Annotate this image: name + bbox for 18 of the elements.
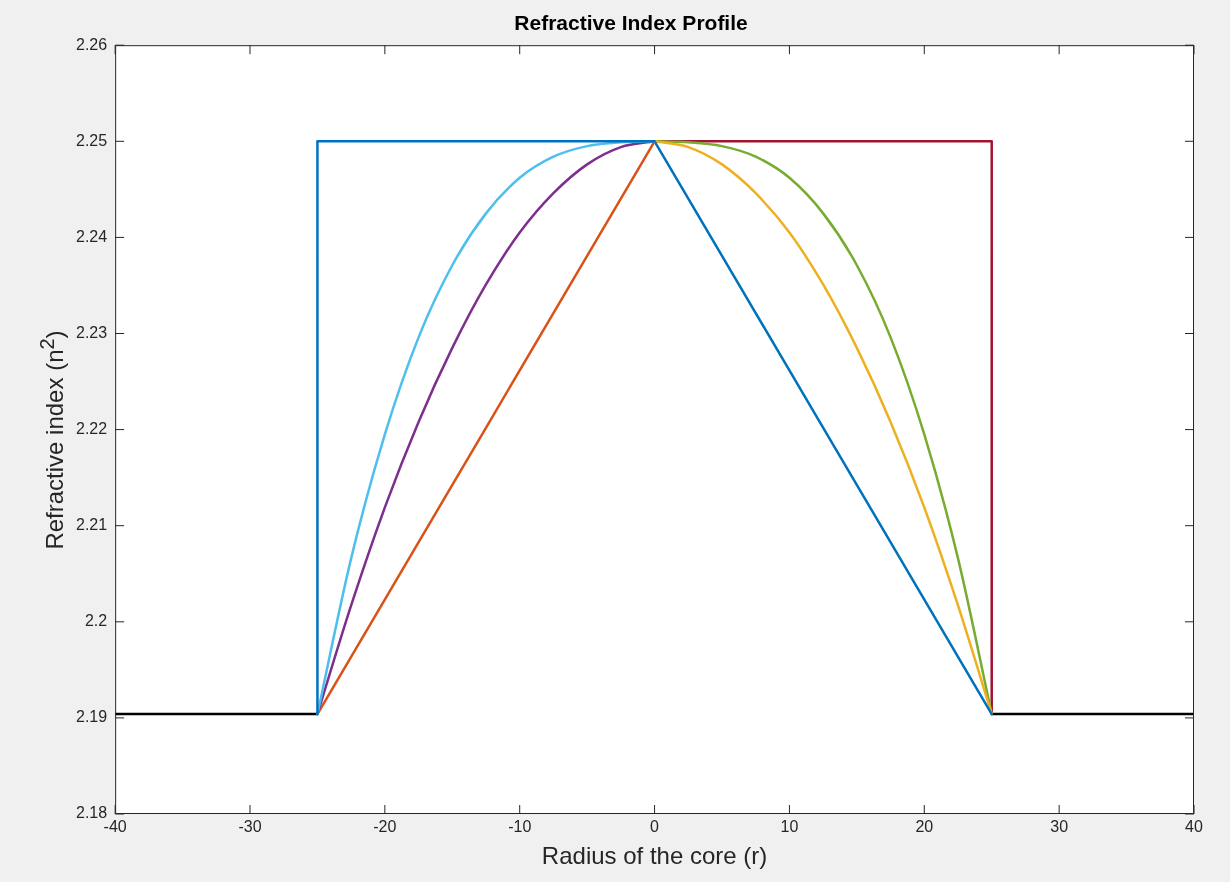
x-tick-label: 10 — [780, 818, 799, 836]
y-tick-label: 2.23 — [76, 323, 108, 341]
y-tick-label: 2.19 — [76, 708, 108, 726]
y-tick-label: 2.24 — [76, 227, 108, 245]
x-tick-label: 40 — [1185, 818, 1203, 836]
x-tick-label: -20 — [373, 818, 397, 836]
x-tick-label: 20 — [915, 818, 934, 836]
x-tick-label: -10 — [508, 818, 532, 836]
x-tick-label: 30 — [1050, 818, 1069, 836]
y-tick-label: 2.26 — [76, 35, 108, 53]
x-tick-label: -30 — [238, 818, 262, 836]
y-tick-label: 2.22 — [76, 420, 108, 438]
chart-title: Refractive Index Profile — [514, 11, 748, 35]
y-tick-label: 2.2 — [84, 612, 108, 630]
x-axis-title: Radius of the core (r) — [541, 842, 768, 870]
x-tick-label: 0 — [650, 818, 660, 836]
y-tick-label: 2.21 — [76, 516, 108, 534]
y-tick-label: 2.25 — [76, 131, 108, 149]
